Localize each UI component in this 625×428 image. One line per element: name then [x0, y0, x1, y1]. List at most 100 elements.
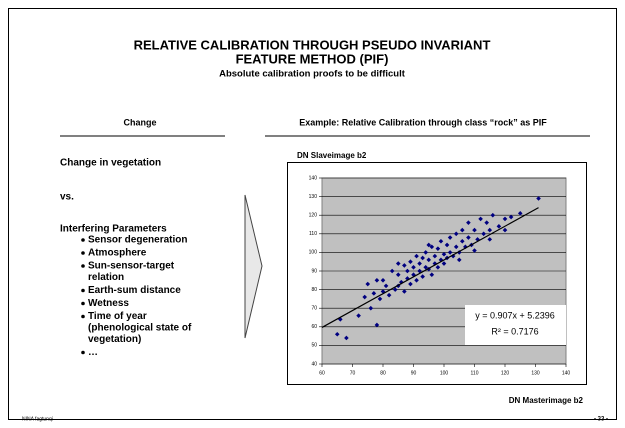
x-tick-label: 80 [380, 370, 386, 376]
point [441, 261, 447, 266]
point [374, 278, 380, 283]
point [414, 278, 419, 283]
x-tick-label: 120 [501, 370, 510, 376]
y-tick-label: 80 [311, 287, 317, 293]
point [487, 227, 493, 233]
point [399, 279, 404, 285]
bullet-text: … [88, 347, 98, 358]
point [481, 231, 486, 237]
point [456, 257, 462, 263]
x-tick-label: 130 [531, 370, 540, 376]
bullet-text: Time of year [88, 311, 147, 322]
trendline [321, 207, 539, 328]
point [411, 264, 416, 270]
left-header: Change [123, 117, 156, 127]
x-tick-label: 90 [411, 370, 417, 376]
bullet-text: Sensor degeneration [88, 235, 187, 246]
y-tick-label: 120 [309, 213, 318, 219]
point [466, 235, 471, 240]
bullet-dot [81, 288, 85, 293]
x-tick-label: 100 [440, 370, 449, 376]
point [380, 278, 386, 283]
right-header: Example: Relative Calibration through cl… [299, 117, 547, 127]
bullet-text: (phenological state of [88, 323, 192, 334]
r-squared: R² = 0.7176 [491, 326, 538, 336]
y-tick-label: 100 [309, 250, 318, 256]
bullet-text: vegetation) [88, 334, 141, 345]
point [402, 289, 407, 294]
point [502, 227, 508, 233]
equation-box [465, 305, 566, 345]
point [408, 281, 413, 287]
x-tick-label: 60 [319, 370, 325, 376]
bullet-dot [81, 301, 85, 306]
point [417, 261, 422, 266]
x-tick-label: 110 [471, 370, 479, 376]
point [475, 237, 480, 242]
point [426, 266, 432, 272]
point [536, 196, 541, 201]
bullet-dot [81, 238, 85, 242]
y-tick-label: 140 [309, 175, 318, 181]
point [435, 246, 441, 251]
bullet-dot [81, 350, 85, 355]
y-axis-title: DN Slaveimage b2 [297, 151, 367, 160]
point [389, 268, 395, 274]
x-tick-label: 140 [562, 370, 571, 376]
point [466, 220, 471, 225]
point [344, 335, 349, 341]
bullet-text: relation [88, 272, 124, 283]
point [460, 227, 465, 233]
subtitle: Absolute calibration proofs to be diffic… [219, 69, 406, 80]
y-tick-label: 90 [311, 268, 317, 274]
bullet-text: Sun-sensor-target [88, 261, 175, 272]
x-axis-title: DN Masterimage b2 [509, 396, 584, 405]
point [371, 291, 377, 296]
point [386, 292, 392, 298]
left-text: Interfering Parameters [60, 224, 167, 235]
point [444, 242, 450, 248]
point [441, 251, 447, 257]
title: RELATIVE CALIBRATION THROUGH PSEUDO INVA… [134, 37, 491, 52]
y-tick-label: 40 [311, 361, 317, 367]
point [453, 244, 459, 250]
bullet-text: Atmosphere [88, 248, 147, 259]
arrow [244, 194, 263, 339]
point [472, 227, 477, 233]
point [402, 263, 407, 268]
point [395, 272, 401, 278]
bullet-text: Wetness [88, 298, 129, 309]
y-tick-label: 110 [309, 231, 317, 237]
point [383, 283, 389, 289]
point [517, 211, 523, 216]
point [395, 261, 401, 266]
point [447, 235, 453, 240]
point [438, 238, 444, 244]
point [423, 250, 428, 255]
point [380, 289, 386, 294]
point [334, 331, 340, 337]
point [490, 212, 496, 218]
equation: y = 0.907x + 5.2396 [475, 310, 555, 320]
footer-left: NINA fagtunqi [22, 416, 53, 422]
point [438, 257, 444, 263]
point [426, 242, 432, 248]
point [508, 214, 514, 220]
point [362, 294, 367, 300]
point [377, 296, 383, 302]
y-tick-label: 130 [309, 194, 318, 200]
point [405, 268, 410, 274]
title: FEATURE METHOD (PIF) [236, 51, 389, 66]
point [429, 272, 435, 278]
y-tick-label: 70 [311, 306, 317, 312]
point [453, 231, 459, 237]
point [356, 313, 361, 318]
point [460, 238, 465, 244]
point [478, 216, 483, 222]
point [487, 237, 493, 242]
x-tick-label: 70 [350, 370, 356, 376]
y-tick-label: 60 [311, 324, 317, 330]
point [484, 220, 489, 225]
point [405, 276, 410, 281]
